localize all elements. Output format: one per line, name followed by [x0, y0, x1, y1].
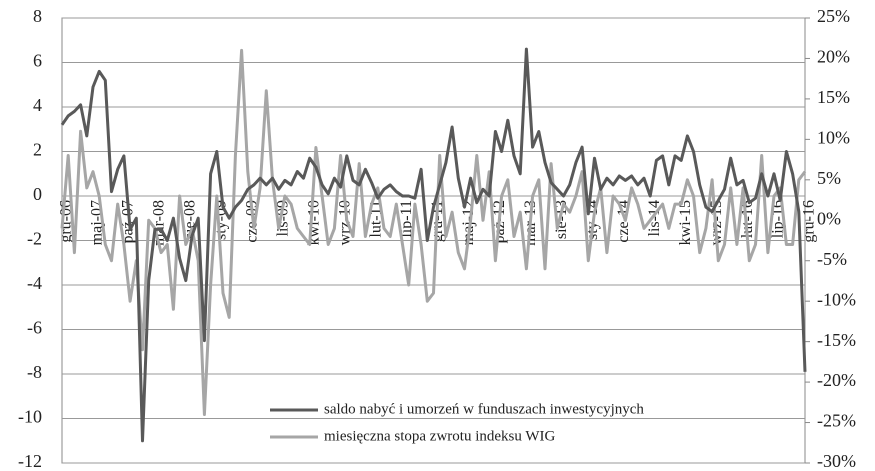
y2-tick-label: 15%: [817, 87, 850, 107]
y-tick-label: -6: [27, 318, 42, 338]
y2-tick-label: -20%: [817, 370, 856, 390]
y2-tick-label: -5%: [817, 249, 847, 269]
y-tick-label: -8: [27, 362, 42, 382]
y2-tick-label: 25%: [817, 6, 850, 26]
x-tick-label: kwi-10: [305, 200, 322, 245]
x-tick-label: wrz-10: [336, 200, 353, 245]
y-tick-label: 2: [33, 140, 42, 160]
y2-tick-label: -15%: [817, 330, 856, 350]
x-tick-label: gru-16: [801, 200, 818, 243]
y2-tick-label: -25%: [817, 411, 856, 431]
y-tick-label: -4: [27, 273, 42, 293]
series-line: [60, 48, 807, 416]
legend-label: saldo nabyć i umorzeń w funduszach inwes…: [324, 401, 644, 417]
y2-tick-label: 20%: [817, 47, 850, 67]
y-tick-label: 6: [33, 51, 42, 71]
y2-tick-label: 5%: [817, 168, 841, 188]
y-tick-label: -10: [18, 407, 42, 427]
y-tick-label: -2: [27, 229, 42, 249]
x-tick-label: kwi-15: [677, 200, 694, 245]
series-line: [60, 47, 807, 443]
y2-tick-label: 10%: [817, 127, 850, 147]
y2-tick-label: -10%: [817, 289, 856, 309]
legend-label: miesięczna stopa zwrotu indeksu WIG: [324, 428, 555, 444]
y-tick-label: 8: [33, 6, 42, 26]
y-tick-label: 4: [33, 95, 42, 115]
y-tick-label: -12: [18, 451, 42, 471]
y2-tick-label: 0%: [817, 208, 841, 228]
x-tick-label: lip-11: [398, 200, 415, 238]
y2-tick-label: -30%: [817, 451, 856, 471]
y-tick-label: 0: [33, 184, 42, 204]
